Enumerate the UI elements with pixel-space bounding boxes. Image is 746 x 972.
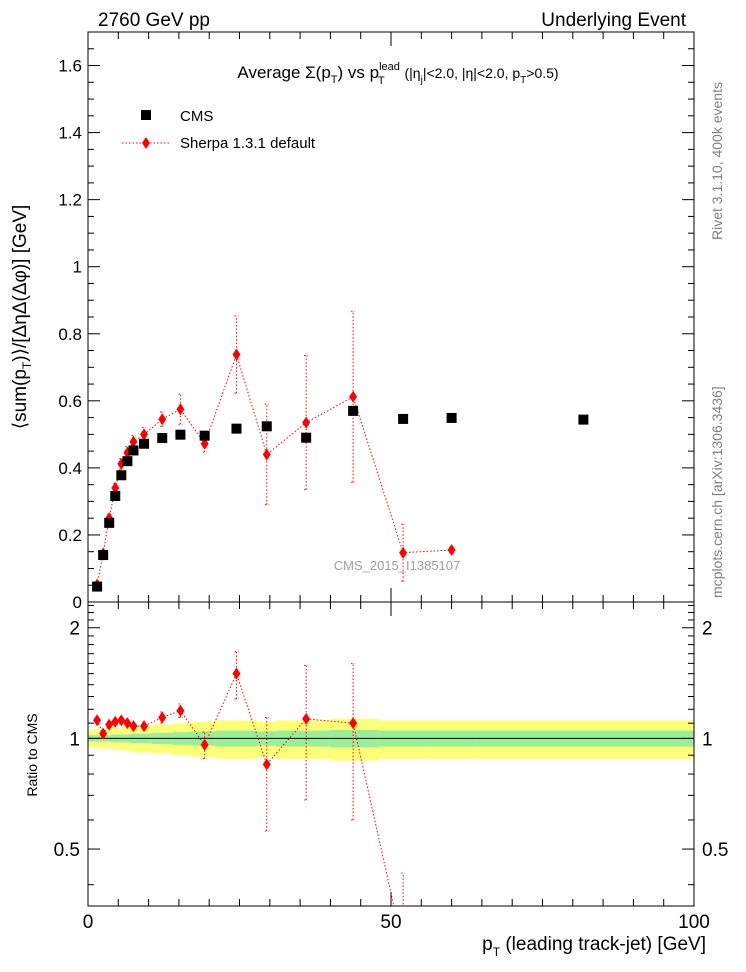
cms-data-point bbox=[398, 413, 409, 424]
ratio-y-tick-label: 2 bbox=[69, 619, 80, 640]
legend: CMS Sherpa 1.3.1 default bbox=[122, 108, 316, 152]
model-point bbox=[129, 435, 138, 448]
ratio-model-point bbox=[117, 714, 126, 727]
cms-data-point bbox=[348, 405, 359, 416]
ratio-model-point bbox=[93, 714, 102, 727]
x-axis-label: pT (leading track-jet) [GeV] bbox=[482, 934, 706, 959]
ratio-y-tick-label: 1 bbox=[69, 729, 80, 750]
y-tick-label: 0.8 bbox=[58, 325, 82, 344]
y-tick-label: 1.4 bbox=[58, 124, 82, 143]
ratio-model-point bbox=[176, 704, 185, 717]
main-panel: 0 0.2 0.4 0.6 0.8 1 1.2 1.4 1.6 CMS_2015_I138510… bbox=[58, 31, 695, 612]
model-point bbox=[262, 448, 271, 461]
legend-marker-cms bbox=[141, 110, 151, 120]
main-y-axis: 0 0.2 0.4 0.6 0.8 1 1.2 1.4 1.6 bbox=[58, 48, 694, 612]
cms-data-point bbox=[139, 438, 150, 449]
model-point bbox=[111, 482, 120, 494]
cms-data-series bbox=[92, 405, 589, 592]
y-tick-label: 1 bbox=[73, 258, 82, 277]
cms-data-point bbox=[578, 414, 589, 425]
ratio-model-point bbox=[123, 717, 132, 730]
plot-title: Average Σ(pT) vs plead T (|ηj|<2.0, |η|<2… bbox=[237, 61, 558, 87]
legend-marker-model bbox=[142, 137, 150, 149]
ratio-model-point bbox=[349, 717, 358, 730]
cms-data-point bbox=[98, 550, 109, 561]
rivet-label: Rivet 3.1.10, 400k events bbox=[709, 82, 725, 240]
cms-data-point bbox=[116, 470, 127, 481]
cms-data-point bbox=[446, 412, 457, 423]
model-series bbox=[93, 310, 456, 591]
y-tick-label: 0.6 bbox=[58, 392, 82, 411]
ratio-model-point bbox=[99, 727, 108, 740]
model-point bbox=[447, 544, 456, 557]
ratio-y-tick-label-right: 0.5 bbox=[702, 840, 728, 861]
ratio-model-point bbox=[105, 718, 114, 731]
ratio-model-point bbox=[302, 712, 311, 725]
legend-label-model: Sherpa 1.3.1 default bbox=[180, 135, 316, 152]
ratio-model-point bbox=[200, 738, 209, 751]
model-point bbox=[232, 348, 241, 361]
model-line bbox=[96, 352, 452, 585]
cms-data-point bbox=[231, 423, 242, 434]
model-point bbox=[399, 546, 408, 559]
model-point bbox=[349, 390, 358, 403]
ratio-model-point bbox=[129, 720, 138, 733]
header-collision: 2760 GeV pp bbox=[98, 10, 210, 31]
y-tick-label: 0 bbox=[73, 593, 82, 612]
cms-data-point bbox=[175, 429, 186, 440]
cms-data-point bbox=[110, 491, 121, 502]
model-point bbox=[302, 416, 311, 429]
legend-label-cms: CMS bbox=[180, 108, 213, 125]
x-tick-label: 100 bbox=[678, 912, 710, 933]
cms-data-point bbox=[92, 581, 103, 592]
x-tick-label: 50 bbox=[380, 912, 401, 933]
cms-data-point bbox=[261, 421, 272, 432]
ratio-y-tick-label: 0.5 bbox=[54, 840, 80, 861]
ratio-y-label: Ratio to CMS bbox=[24, 713, 40, 796]
y-tick-label: 0.4 bbox=[58, 459, 82, 478]
model-point bbox=[158, 413, 167, 426]
cms-data-point bbox=[199, 430, 210, 441]
ratio-y-tick-label-right: 1 bbox=[702, 729, 713, 750]
header-process: Underlying Event bbox=[541, 10, 686, 31]
ratio-y-axis: 0.5 0.5 1 1 2 2 bbox=[54, 604, 728, 886]
ratio-x-axis: 0 50 100 bbox=[83, 602, 710, 933]
watermark: CMS_2015_I1385107 bbox=[334, 558, 461, 573]
x-tick-label: 0 bbox=[83, 912, 94, 933]
ratio-model-point bbox=[111, 715, 120, 728]
cms-data-point bbox=[157, 433, 168, 444]
model-point bbox=[200, 437, 209, 450]
main-y-label: ⟨sum(pT)⟩/[ΔηΔ(Δφ)] [GeV] bbox=[10, 205, 34, 430]
cms-data-point bbox=[122, 456, 133, 467]
cms-data-point bbox=[301, 432, 312, 443]
y-tick-label: 1.2 bbox=[58, 191, 82, 210]
y-tick-label: 1.6 bbox=[58, 57, 82, 76]
cms-data-point bbox=[104, 517, 115, 528]
ratio-panel: 0.5 0.5 1 1 2 2 0 50 100 bbox=[54, 601, 728, 933]
model-point bbox=[176, 403, 185, 416]
ratio-model-point bbox=[232, 667, 241, 680]
ratio-model-series bbox=[93, 651, 406, 906]
mcplots-label: mcplots.cern.ch [arXiv:1306.3436] bbox=[709, 386, 725, 598]
cms-data-point bbox=[128, 445, 139, 456]
ratio-frame bbox=[87, 601, 695, 907]
ratio-y-tick-label-right: 2 bbox=[702, 619, 713, 640]
ratio-model-point bbox=[262, 758, 271, 771]
model-point bbox=[140, 428, 149, 441]
y-tick-label: 0.2 bbox=[58, 526, 82, 545]
ratio-model-point bbox=[158, 711, 167, 724]
ratio-model-point bbox=[140, 720, 149, 733]
